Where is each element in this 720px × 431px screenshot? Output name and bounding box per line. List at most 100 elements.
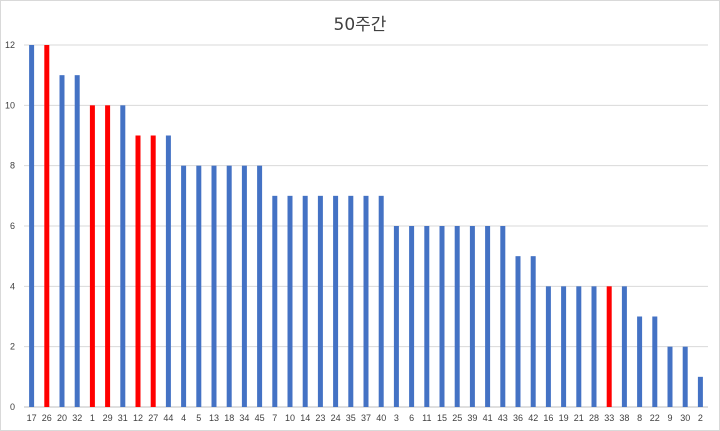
bar-31 (120, 105, 126, 407)
bar-23 (317, 195, 323, 407)
bar-11 (424, 226, 430, 407)
x-tick-label: 16 (543, 413, 553, 423)
x-tick-label: 41 (483, 413, 493, 423)
x-tick-label: 42 (528, 413, 538, 423)
bar-30 (682, 346, 688, 407)
x-tick-label: 23 (315, 413, 325, 423)
x-tick-label: 45 (255, 413, 265, 423)
y-tick-labels: 0 2 4 6 8 10 12 (5, 40, 15, 412)
bar-15 (439, 226, 445, 407)
y-tick-label: 6 (10, 221, 15, 231)
x-tick-label: 3 (394, 413, 399, 423)
bar-38 (621, 286, 627, 407)
bar-19 (561, 286, 567, 407)
bar-40 (378, 195, 384, 407)
x-tick-label: 29 (103, 413, 113, 423)
bar-44 (165, 135, 171, 407)
bar-26 (44, 45, 50, 407)
x-tick-label: 7 (272, 413, 277, 423)
bar-33 (606, 286, 612, 407)
x-tick-label: 28 (589, 413, 599, 423)
x-tick-label: 33 (604, 413, 614, 423)
y-tick-label: 2 (10, 342, 15, 352)
bar-25 (454, 226, 460, 407)
bar-14 (302, 195, 308, 407)
x-tick-label: 40 (376, 413, 386, 423)
x-tick-label: 31 (118, 413, 128, 423)
x-tick-label: 36 (513, 413, 523, 423)
bar-34 (241, 165, 247, 407)
x-tick-label: 14 (300, 413, 310, 423)
x-tick-label: 30 (680, 413, 690, 423)
x-tick-label: 4 (181, 413, 186, 423)
x-tick-label: 15 (437, 413, 447, 423)
bar-16 (545, 286, 551, 407)
x-tick-label: 24 (331, 413, 341, 423)
bar-39 (469, 226, 475, 407)
bar-45 (257, 165, 263, 407)
x-tick-label: 2 (698, 413, 703, 423)
bar-41 (485, 226, 491, 407)
x-tick-label: 37 (361, 413, 371, 423)
x-tick-label: 44 (163, 413, 173, 423)
bar-29 (105, 105, 111, 407)
x-tick-label: 39 (467, 413, 477, 423)
bar-42 (530, 256, 536, 407)
x-tick-label: 11 (422, 413, 431, 423)
bar-43 (500, 226, 506, 407)
bar-2 (697, 376, 703, 407)
x-tick-label: 38 (619, 413, 629, 423)
bar-18 (226, 165, 232, 407)
x-tick-label: 5 (196, 413, 201, 423)
bar-10 (287, 195, 293, 407)
x-tick-label: 12 (133, 413, 143, 423)
bar-27 (150, 135, 156, 407)
chart-title: 50주간 (333, 15, 387, 35)
x-tick-label: 17 (27, 413, 37, 423)
x-tick-label: 25 (452, 413, 462, 423)
x-tick-labels: 17 26 20 32 1 29 31 12 27 44 4 5 13 18 34 45 7 10 14 23 24 35… (27, 413, 703, 423)
x-tick-label: 19 (559, 413, 569, 423)
bars (29, 45, 703, 408)
x-tick-label: 26 (42, 413, 52, 423)
bar-22 (652, 316, 658, 407)
x-tick-label: 21 (574, 413, 584, 423)
x-tick-label: 22 (650, 413, 660, 423)
bar-8 (637, 316, 643, 407)
bar-37 (363, 195, 369, 407)
bar-12 (135, 135, 141, 407)
x-tick-label: 9 (667, 413, 672, 423)
x-tick-label: 6 (409, 413, 414, 423)
x-tick-label: 20 (57, 413, 67, 423)
x-tick-label: 34 (239, 413, 249, 423)
x-tick-label: 10 (285, 413, 295, 423)
bar-7 (272, 195, 278, 407)
bar-28 (591, 286, 597, 407)
bar-36 (515, 256, 521, 407)
x-tick-label: 43 (498, 413, 508, 423)
bar-32 (74, 75, 80, 408)
bar-9 (667, 346, 673, 407)
x-tick-label: 35 (346, 413, 356, 423)
bar-6 (409, 226, 415, 407)
bar-17 (29, 45, 35, 407)
bar-24 (333, 195, 339, 407)
y-tick-label: 4 (10, 281, 15, 291)
bar-13 (211, 165, 217, 407)
x-tick-label: 27 (148, 413, 158, 423)
y-tick-label: 0 (10, 402, 15, 412)
y-tick-label: 10 (5, 100, 15, 110)
bar-3 (393, 226, 399, 407)
x-tick-label: 32 (72, 413, 82, 423)
bar-21 (576, 286, 582, 407)
x-tick-label: 13 (209, 413, 219, 423)
bar-1 (89, 105, 95, 407)
x-tick-label: 8 (637, 413, 642, 423)
y-tick-label: 12 (5, 40, 15, 50)
x-tick-label: 1 (90, 413, 95, 423)
bar-5 (196, 165, 202, 407)
y-tick-label: 8 (10, 161, 15, 171)
bar-35 (348, 195, 354, 407)
